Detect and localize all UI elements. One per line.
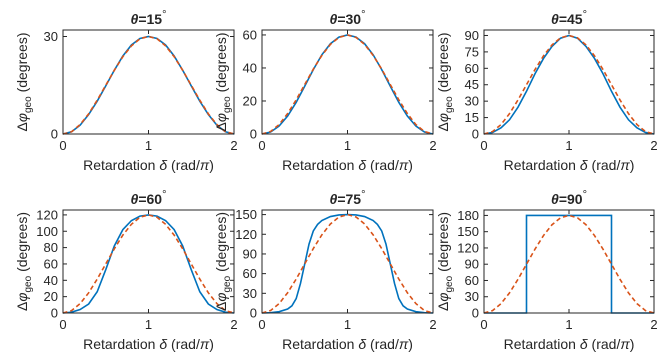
y-tick-label: 0: [250, 306, 257, 321]
y-tick-label: 75: [465, 44, 479, 59]
x-tick-label: 0: [480, 138, 487, 153]
y-tick-label: 20: [44, 289, 58, 304]
x-axis-label: Retardation δ (rad/π): [83, 336, 214, 352]
y-tick-label: 90: [465, 28, 479, 43]
axes-frame: [62, 29, 235, 135]
y-tick-label: 0: [472, 127, 479, 142]
x-tick-label: 2: [650, 317, 657, 332]
panel-title: θ=15°: [131, 9, 167, 27]
y-tick-label: 80: [44, 240, 58, 255]
y-tick-label: 30: [243, 286, 257, 301]
y-tick-label: 40: [243, 60, 257, 75]
approximation-series-line: [261, 34, 434, 135]
x-tick-label: 2: [230, 317, 237, 332]
y-tick-label: 60: [44, 256, 58, 271]
y-tick-label: 0: [472, 306, 479, 321]
x-tick-label: 1: [145, 317, 152, 332]
x-tick-label: 1: [565, 317, 572, 332]
y-axis-label: Δφgeo (degrees): [14, 33, 34, 132]
y-axis-label: Δφgeo (degrees): [213, 212, 233, 311]
exact-series-line: [261, 34, 434, 135]
exact-series-line: [261, 213, 434, 314]
y-tick-label: 60: [243, 266, 257, 281]
y-tick-label: 120: [457, 240, 479, 255]
y-tick-label: 60: [243, 27, 257, 42]
x-tick-label: 2: [230, 138, 237, 153]
x-tick-label: 2: [429, 317, 436, 332]
approximation-series-line: [483, 34, 655, 135]
exact-series-line: [483, 34, 655, 135]
y-tick-label: 45: [465, 77, 479, 92]
y-tick-label: 15: [465, 110, 479, 125]
x-axis-label: Retardation δ (rad/π): [282, 157, 413, 173]
y-tick-label: 30: [465, 94, 479, 109]
x-tick-label: 0: [480, 317, 487, 332]
y-axis-label: Δφgeo (degrees): [435, 212, 455, 311]
y-tick-label: 40: [44, 273, 58, 288]
panel-title: θ=60°: [131, 189, 167, 207]
x-tick-label: 1: [565, 138, 572, 153]
x-tick-label: 1: [344, 317, 351, 332]
y-tick-label: 30: [465, 289, 479, 304]
x-axis-label: Retardation δ (rad/π): [83, 157, 214, 173]
axes-frame: [261, 29, 434, 135]
panel-title: θ=30°: [330, 9, 366, 27]
x-axis-label: Retardation δ (rad/π): [504, 157, 635, 173]
exact-series-line: [484, 214, 654, 314]
y-tick-label: 150: [235, 207, 257, 222]
y-tick-label: 0: [51, 127, 58, 142]
x-tick-label: 0: [59, 138, 66, 153]
exact-series-line: [62, 35, 235, 135]
axes-frame: [261, 209, 434, 314]
panel-theta-15: 0 1 2 0 30 θ=15° Retardation δ (rad/π) Δφgeo (d…: [14, 9, 238, 173]
y-tick-label: 60: [465, 273, 479, 288]
panel-title: θ=75°: [330, 189, 366, 207]
x-tick-label: 2: [429, 138, 436, 153]
approximation-series-line: [483, 214, 655, 314]
y-tick-label: 100: [36, 224, 58, 239]
x-tick-label: 0: [59, 317, 66, 332]
y-axis-label: Δφgeo (degrees): [213, 33, 233, 132]
y-tick-label: 20: [243, 93, 257, 108]
panel-title: θ=45°: [551, 9, 587, 27]
x-tick-label: 0: [258, 317, 265, 332]
axes-frame: [62, 209, 235, 314]
y-tick-label: 150: [457, 224, 479, 239]
y-tick-label: 90: [465, 257, 479, 272]
approximation-series-line: [261, 213, 434, 314]
panel-title: θ=90°: [551, 189, 587, 207]
exact-series-line: [62, 214, 235, 314]
y-axis-label: Δφgeo (degrees): [435, 33, 455, 132]
y-tick-label: 30: [44, 29, 58, 44]
y-tick-label: 90: [243, 246, 257, 261]
x-axis-label: Retardation δ (rad/π): [282, 336, 413, 352]
y-tick-label: 0: [51, 306, 58, 321]
axes-frame: [483, 209, 655, 314]
y-tick-label: 0: [250, 127, 257, 142]
x-tick-label: 0: [258, 138, 265, 153]
x-tick-label: 2: [650, 138, 657, 153]
y-tick-label: 120: [235, 227, 257, 242]
y-axis-label: Δφgeo (degrees): [14, 212, 34, 311]
x-axis-label: Retardation δ (rad/π): [504, 336, 635, 352]
x-tick-label: 1: [145, 138, 152, 153]
y-tick-label: 120: [36, 207, 58, 222]
approximation-series-line: [62, 214, 235, 314]
y-tick-label: 60: [465, 61, 479, 76]
x-tick-label: 1: [344, 138, 351, 153]
y-tick-label: 180: [457, 208, 479, 223]
approximation-series-line: [62, 35, 235, 135]
